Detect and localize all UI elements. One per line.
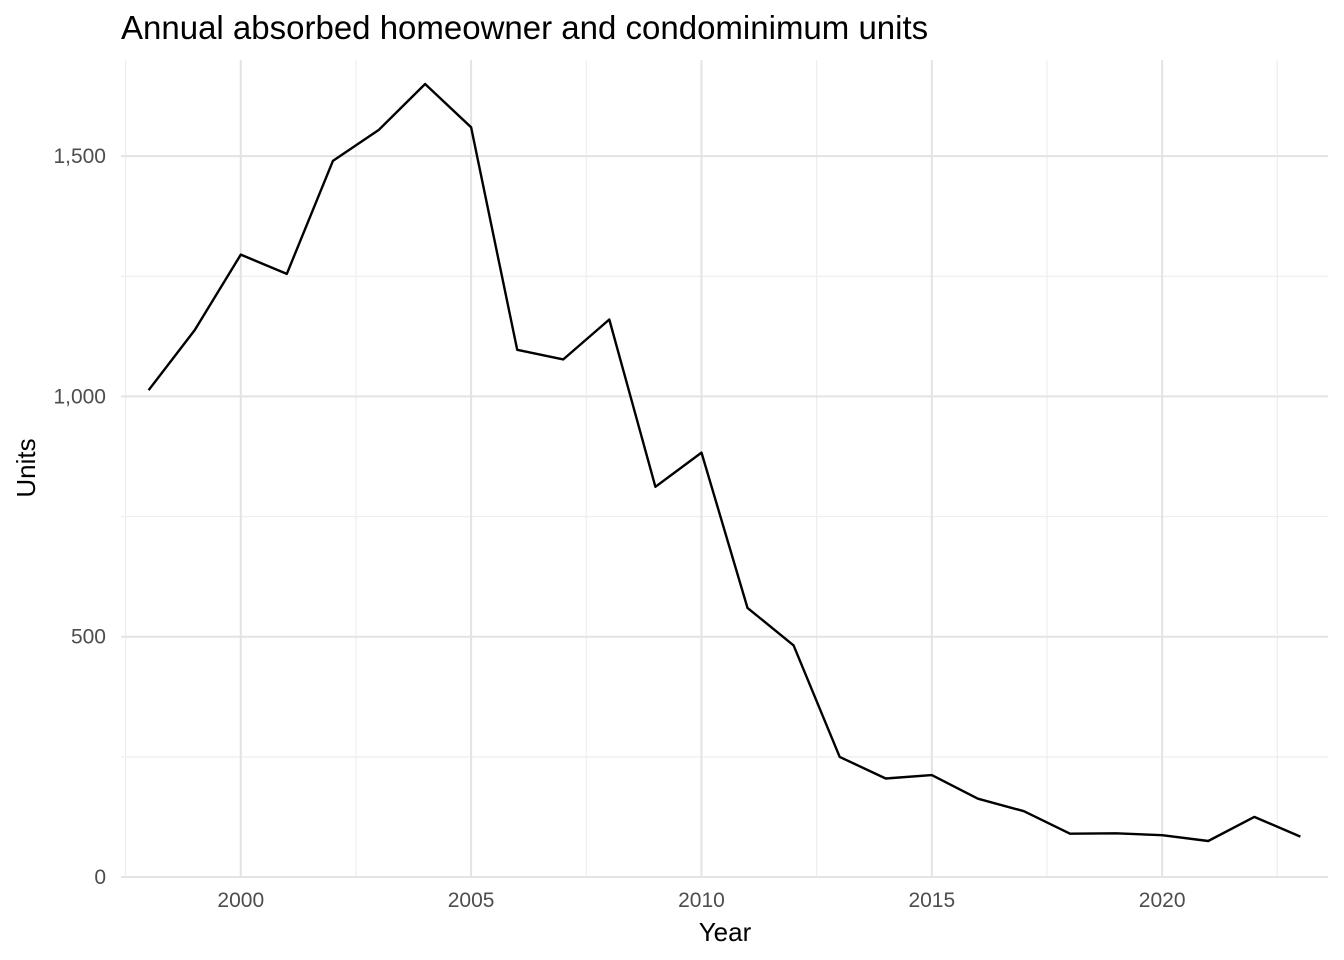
series-layer [147,82,1302,843]
data-point [1160,833,1164,837]
data-point [331,159,335,163]
data-point [561,357,565,361]
data-point [653,485,657,489]
data-point [884,776,888,780]
data-point [147,388,151,392]
chart-title: Annual absorbed homeowner and condominim… [121,9,928,46]
data-point [1114,831,1118,835]
data-point [1068,832,1072,836]
data-point [930,773,934,777]
data-point [699,451,703,455]
x-tick-label: 2020 [1139,889,1186,912]
x-tick-label: 2005 [448,889,495,912]
data-point [1298,835,1302,839]
y-tick-label: 0 [94,866,106,889]
data-point [239,253,243,257]
data-point [838,755,842,759]
data-point [469,125,473,129]
data-point [746,606,750,610]
y-axis-ticks: 0 500 1,000 1,500 [53,145,106,889]
data-point [607,318,611,322]
x-axis-title: Year [699,917,752,947]
data-point [1252,815,1256,819]
x-tick-label: 2000 [217,889,264,912]
x-axis-ticks: 2000 2005 2010 2015 2020 [217,889,1185,912]
y-axis-title: Units [11,438,41,497]
data-point [1022,809,1026,813]
y-tick-label: 1,000 [53,385,106,408]
data-point [1206,839,1210,843]
data-point [285,272,289,276]
data-point [792,643,796,647]
y-tick-label: 500 [71,626,106,649]
series-line-units [147,82,1301,843]
data-point [976,797,980,801]
data-point [515,348,519,352]
gridlines [121,60,1328,878]
data-point [423,82,427,86]
y-tick-label: 1,500 [53,145,106,168]
data-point [193,328,197,332]
x-tick-label: 2015 [908,889,955,912]
data-point [377,128,381,132]
x-tick-label: 2010 [678,889,725,912]
